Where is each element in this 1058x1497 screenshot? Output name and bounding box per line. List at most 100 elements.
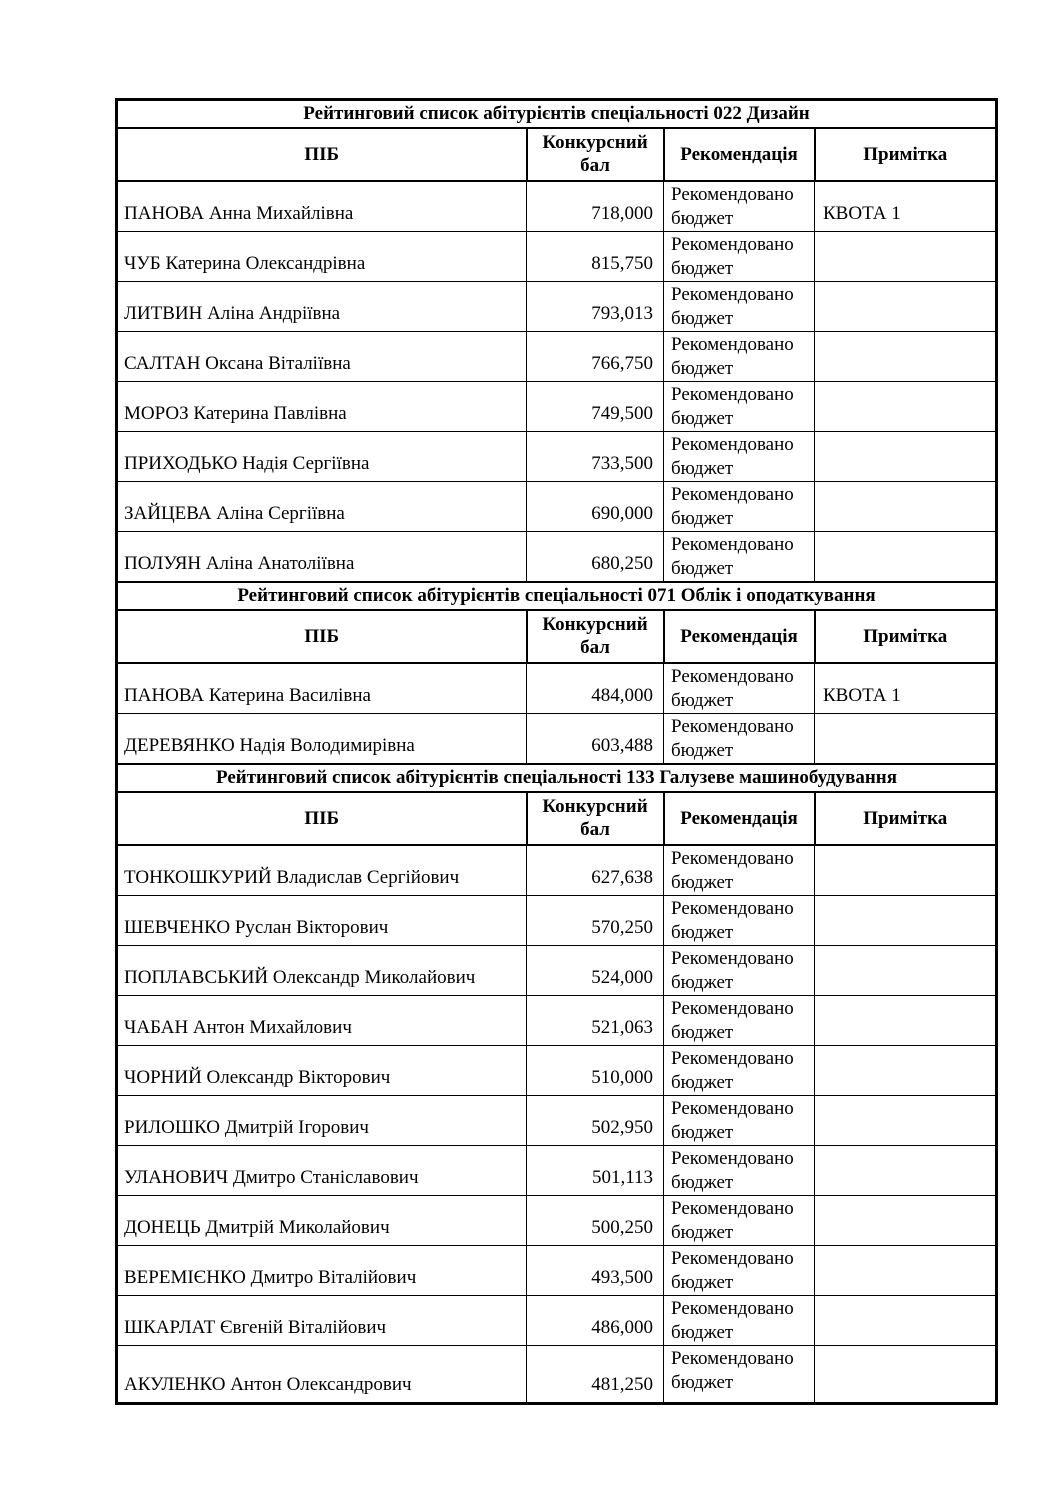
section-title: Рейтинговий список абітурієнтів спеціаль… <box>115 762 998 793</box>
table-row: ЧОРНИЙ Олександр Вікторович 510,000 Рекоме… <box>116 1044 998 1096</box>
note-cell <box>813 844 998 896</box>
ranking-table: Рейтинговий список абітурієнтів спеціаль… <box>115 98 999 1405</box>
recommendation-cell: Рекомендовано бюджет <box>663 280 815 332</box>
recommendation-cell: Рекомендовано бюджет <box>663 1144 815 1196</box>
score-cell: 603,488 <box>526 712 664 764</box>
recommendation-cell: Рекомендовано бюджет <box>663 944 815 996</box>
applicant-name-cell: ЧАБАН Антон Михайлович <box>116 994 527 1046</box>
table-row: АКУЛЕНКО Антон Олександрович 481,250 Реком… <box>116 1344 998 1404</box>
column-header-3: Примітка <box>813 126 998 182</box>
column-header-0: ПІБ <box>115 790 528 846</box>
applicant-name-cell: ЛИТВИН Аліна Андріївна <box>116 280 527 332</box>
section-title: Рейтинговий список абітурієнтів спеціаль… <box>115 98 998 129</box>
table-row: ПАНОВА Катерина Василівна 484,000 Рекоменд… <box>116 662 998 714</box>
column-header-1: Конкурсний бал <box>525 126 665 182</box>
column-header-1: Конкурсний бал <box>525 790 665 846</box>
table-row: ШКАРЛАТ Євгеній Віталійович 486,000 Рекоме… <box>116 1294 998 1346</box>
table-row: ЧАБАН Антон Михайлович 521,063 Рекомендова… <box>116 994 998 1046</box>
score-cell: 766,750 <box>526 330 664 382</box>
applicant-name-cell: ЧУБ Катерина Олександрівна <box>116 230 527 282</box>
applicant-name-cell: ВЕРЕМІЄНКО Дмитро Віталійович <box>116 1244 527 1296</box>
table-row: ЛИТВИН Аліна Андріївна 793,013 Рекомендова… <box>116 280 998 332</box>
table-row: ШЕВЧЕНКО Руслан Вікторович 570,250 Рекомен… <box>116 894 998 946</box>
note-cell <box>813 1194 998 1246</box>
score-cell: 486,000 <box>526 1294 664 1346</box>
recommendation-cell: Рекомендовано бюджет <box>663 480 815 532</box>
note-cell <box>813 1144 998 1196</box>
recommendation-cell: Рекомендовано бюджет <box>663 530 815 582</box>
table-row: САЛТАН Оксана Віталіївна 766,750 Рекомендо… <box>116 330 998 382</box>
column-header-2: Рекомендація <box>662 608 816 664</box>
applicant-name-cell: ПОЛУЯН Аліна Анатоліївна <box>116 530 527 582</box>
column-header-row: ПІБ Конкурсний бал Рекомендація Примітка <box>115 126 998 182</box>
section-title-row: Рейтинговий список абітурієнтів спеціаль… <box>115 580 998 611</box>
table-row: ПОЛУЯН Аліна Анатоліївна 680,250 Рекомендо… <box>116 530 998 582</box>
note-cell <box>813 994 998 1046</box>
score-cell: 484,000 <box>526 662 664 714</box>
score-cell: 521,063 <box>526 994 664 1046</box>
applicant-name-cell: РИЛОШКО Дмитрій Ігорович <box>116 1094 527 1146</box>
section-title: Рейтинговий список абітурієнтів спеціаль… <box>115 580 998 611</box>
applicant-name-cell: ТОНКОШКУРИЙ Владислав Сергійович <box>116 844 527 896</box>
table-row: РИЛОШКО Дмитрій Ігорович 502,950 Рекомендо… <box>116 1094 998 1146</box>
recommendation-cell: Рекомендовано бюджет <box>663 1094 815 1146</box>
recommendation-cell: Рекомендовано бюджет <box>663 1294 815 1346</box>
score-cell: 524,000 <box>526 944 664 996</box>
table-row: ЧУБ Катерина Олександрівна 815,750 Рекомен… <box>116 230 998 282</box>
applicant-name-cell: ПОПЛАВСЬКИЙ Олександр Миколайович <box>116 944 527 996</box>
applicant-name-cell: АКУЛЕНКО Антон Олександрович <box>116 1344 527 1404</box>
column-header-3: Примітка <box>813 790 998 846</box>
note-cell <box>813 1344 998 1404</box>
score-cell: 510,000 <box>526 1044 664 1096</box>
note-cell <box>813 480 998 532</box>
table-row: ДЕРЕВЯНКО Надія Володимирівна 603,488 Реко… <box>116 712 998 764</box>
note-cell <box>813 330 998 382</box>
note-cell <box>813 530 998 582</box>
table-row: ДОНЕЦЬ Дмитрій Миколайович 500,250 Рекомен… <box>116 1194 998 1246</box>
note-cell <box>813 1244 998 1296</box>
recommendation-cell: Рекомендовано бюджет <box>663 1194 815 1246</box>
section-title-row: Рейтинговий список абітурієнтів спеціаль… <box>115 762 998 793</box>
recommendation-cell: Рекомендовано бюджет <box>663 1344 815 1404</box>
section-title-row: Рейтинговий список абітурієнтів спеціаль… <box>115 98 998 129</box>
table-row: ПАНОВА Анна Михайлівна 718,000 Рекомендова… <box>116 180 998 232</box>
table-row: ПРИХОДЬКО Надія Сергіївна 733,500 Рекоменд… <box>116 430 998 482</box>
score-cell: 501,113 <box>526 1144 664 1196</box>
note-cell <box>813 712 998 764</box>
applicant-name-cell: ДОНЕЦЬ Дмитрій Миколайович <box>116 1194 527 1246</box>
applicant-name-cell: САЛТАН Оксана Віталіївна <box>116 330 527 382</box>
applicant-name-cell: ЗАЙЦЕВА Аліна Сергіївна <box>116 480 527 532</box>
note-cell <box>813 1094 998 1146</box>
table-row: ВЕРЕМІЄНКО Дмитро Віталійович 493,500 Реко… <box>116 1244 998 1296</box>
applicant-name-cell: ШЕВЧЕНКО Руслан Вікторович <box>116 894 527 946</box>
ranking-table-body: Рейтинговий список абітурієнтів спеціаль… <box>115 98 998 1404</box>
column-header-2: Рекомендація <box>662 790 816 846</box>
column-header-2: Рекомендація <box>662 126 816 182</box>
note-cell <box>813 280 998 332</box>
applicant-name-cell: ПАНОВА Анна Михайлівна <box>116 180 527 232</box>
recommendation-cell: Рекомендовано бюджет <box>663 180 815 232</box>
table-row: ЗАЙЦЕВА Аліна Сергіївна 690,000 Рекомендов… <box>116 480 998 532</box>
score-cell: 493,500 <box>526 1244 664 1296</box>
score-cell: 718,000 <box>526 180 664 232</box>
recommendation-cell: Рекомендовано бюджет <box>663 230 815 282</box>
table-row: УЛАНОВИЧ Дмитро Станіславович 501,113 Реко… <box>116 1144 998 1196</box>
column-header-1: Конкурсний бал <box>525 608 665 664</box>
column-header-0: ПІБ <box>115 126 528 182</box>
note-cell <box>813 894 998 946</box>
score-cell: 680,250 <box>526 530 664 582</box>
score-cell: 815,750 <box>526 230 664 282</box>
note-cell <box>813 230 998 282</box>
score-cell: 690,000 <box>526 480 664 532</box>
applicant-name-cell: УЛАНОВИЧ Дмитро Станіславович <box>116 1144 527 1196</box>
recommendation-cell: Рекомендовано бюджет <box>663 712 815 764</box>
score-cell: 749,500 <box>526 380 664 432</box>
score-cell: 502,950 <box>526 1094 664 1146</box>
recommendation-cell: Рекомендовано бюджет <box>663 844 815 896</box>
table-row: ТОНКОШКУРИЙ Владислав Сергійович 627,638 Р… <box>116 844 998 896</box>
score-cell: 481,250 <box>526 1344 664 1404</box>
column-header-row: ПІБ Конкурсний бал Рекомендація Примітка <box>115 608 998 664</box>
recommendation-cell: Рекомендовано бюджет <box>663 994 815 1046</box>
note-cell <box>813 944 998 996</box>
applicant-name-cell: ЧОРНИЙ Олександр Вікторович <box>116 1044 527 1096</box>
